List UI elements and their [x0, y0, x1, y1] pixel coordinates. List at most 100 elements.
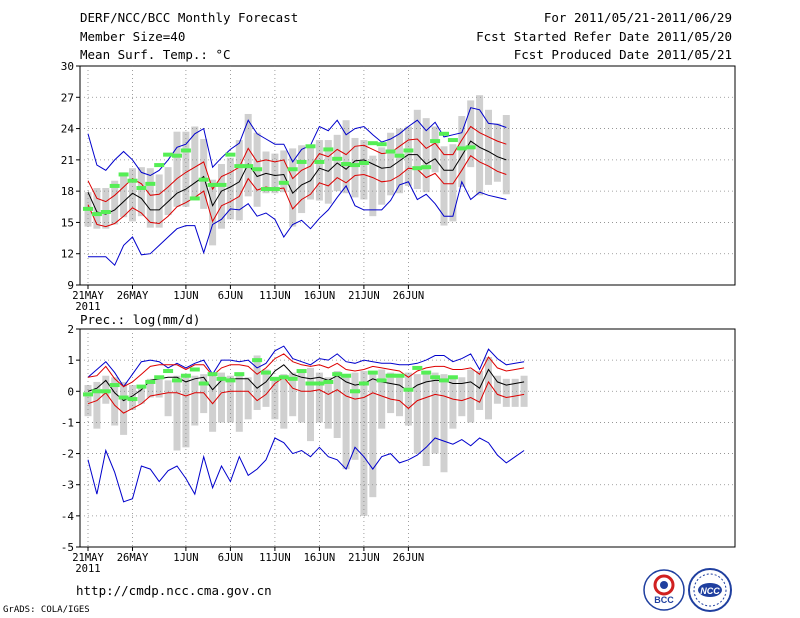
ensemble-box: [422, 371, 430, 467]
observation-marker: [439, 131, 449, 136]
spread-upper-line: [87, 125, 507, 203]
ensemble-box: [440, 374, 448, 473]
observation-marker: [234, 164, 245, 169]
ensemble-box: [342, 120, 350, 194]
x-tick-label: 26MAY: [117, 552, 149, 564]
ensemble-box: [387, 132, 395, 196]
plot-frame: [79, 65, 736, 286]
x-tick-label: 6JUN: [218, 290, 243, 302]
ensemble-box: [102, 188, 110, 229]
observation-marker: [136, 186, 147, 191]
observation-marker: [154, 163, 165, 168]
observation-marker: [118, 172, 129, 177]
observation-marker: [305, 144, 316, 149]
ensemble-box: [253, 355, 261, 410]
observation-marker: [225, 378, 236, 383]
ensemble-box: [84, 385, 92, 417]
observation-marker: [447, 375, 458, 380]
ensemble-box: [422, 118, 430, 193]
ensemble-box: [271, 153, 279, 194]
observation-marker: [269, 187, 280, 192]
observation-marker: [180, 373, 191, 378]
y-tick-label: 30: [61, 60, 74, 73]
bcc-logo: BCC: [643, 569, 685, 611]
y-tick-label: 1: [67, 354, 74, 367]
observation-marker: [394, 373, 405, 378]
bcc-logo-text: BCC: [654, 595, 674, 605]
observation-marker: [252, 358, 263, 363]
ensemble-box: [458, 116, 466, 187]
ensemble-box: [351, 137, 359, 198]
ensemble-box: [164, 380, 172, 417]
observation-marker: [109, 183, 120, 188]
observation-marker: [109, 383, 120, 388]
ensemble-box: [173, 131, 181, 207]
source-url[interactable]: http://cmdp.ncc.cma.gov.cn: [76, 583, 272, 598]
observation-marker: [83, 392, 93, 397]
ensemble-box: [289, 372, 297, 417]
ensemble-box: [155, 174, 163, 228]
observation-marker: [412, 365, 423, 370]
observation-marker: [394, 153, 405, 158]
ncc-logo-text: NCC: [700, 586, 720, 596]
fcst-produced-date: Fcst Produced Date 2011/05/21: [513, 47, 732, 62]
ensemble-box: [324, 377, 332, 429]
x-tick-label: 21MAY: [72, 290, 104, 302]
ensemble-box: [502, 378, 510, 407]
ensemble-box: [493, 375, 501, 404]
y-tick-label: -4: [61, 510, 75, 523]
observation-marker: [367, 141, 378, 146]
y-tick-label: 18: [61, 185, 74, 198]
min-line: [87, 437, 525, 503]
observation-marker: [252, 167, 263, 172]
ensemble-box: [387, 372, 395, 414]
observation-marker: [154, 375, 165, 380]
ensemble-box: [458, 377, 466, 417]
x-tick-label: 11JUN: [259, 290, 291, 302]
ensemble-box: [111, 377, 119, 426]
max-line: [87, 107, 507, 177]
ensemble-box: [378, 369, 386, 429]
ensemble-box: [93, 381, 101, 429]
observation-marker: [447, 138, 458, 143]
x-tick-label: 16JUN: [304, 552, 336, 564]
observation-marker: [118, 395, 129, 400]
y-tick-label: 27: [61, 91, 74, 104]
observation-marker: [385, 149, 396, 154]
precipitation-panel: -5 -4 -3 -2 -1 0 1 2 21MAY 26MAY 1JUN 6JUN 11JUN 16JU…: [61, 323, 736, 575]
observation-marker: [136, 384, 147, 389]
ensemble-box: [280, 150, 288, 193]
ensemble-box: [298, 145, 306, 214]
ensemble-box: [191, 126, 199, 200]
ensemble-box: [146, 378, 154, 398]
ensemble-box: [226, 157, 234, 220]
observation-marker: [216, 376, 227, 381]
grads-credit: GrADS: COLA/IGES: [3, 605, 90, 615]
x-tick-label: 21JUN: [348, 552, 380, 564]
member-size: Member Size=40: [80, 29, 186, 44]
ensemble-box: [155, 377, 163, 398]
ensemble-box: [396, 374, 403, 417]
ensemble-box: [200, 139, 208, 209]
observation-marker: [91, 389, 102, 394]
observation-marker: [198, 381, 209, 386]
x-tick-label: 26JUN: [393, 552, 425, 564]
observation-marker: [172, 378, 182, 383]
chart-title: DERF/NCC/BCC Monthly Forecast: [80, 10, 299, 25]
ensemble-mean-line: [87, 140, 507, 215]
observation-marker: [278, 180, 289, 185]
ensemble-box: [360, 371, 368, 516]
observation-marker: [421, 165, 432, 170]
y-tick-label: 2: [67, 323, 74, 336]
x-tick-label: 1JUN: [173, 290, 198, 302]
observation-marker: [287, 167, 298, 172]
observation-marker: [314, 159, 325, 164]
y-tick-label: 21: [61, 154, 74, 167]
min-line: [88, 180, 507, 267]
observation-marker: [180, 148, 191, 153]
ensemble-box: [493, 123, 501, 182]
observation-marker: [358, 160, 369, 165]
observation-marker: [376, 378, 387, 383]
x-tick-label: 26JUN: [393, 290, 425, 302]
ensemble-box: [333, 371, 341, 438]
